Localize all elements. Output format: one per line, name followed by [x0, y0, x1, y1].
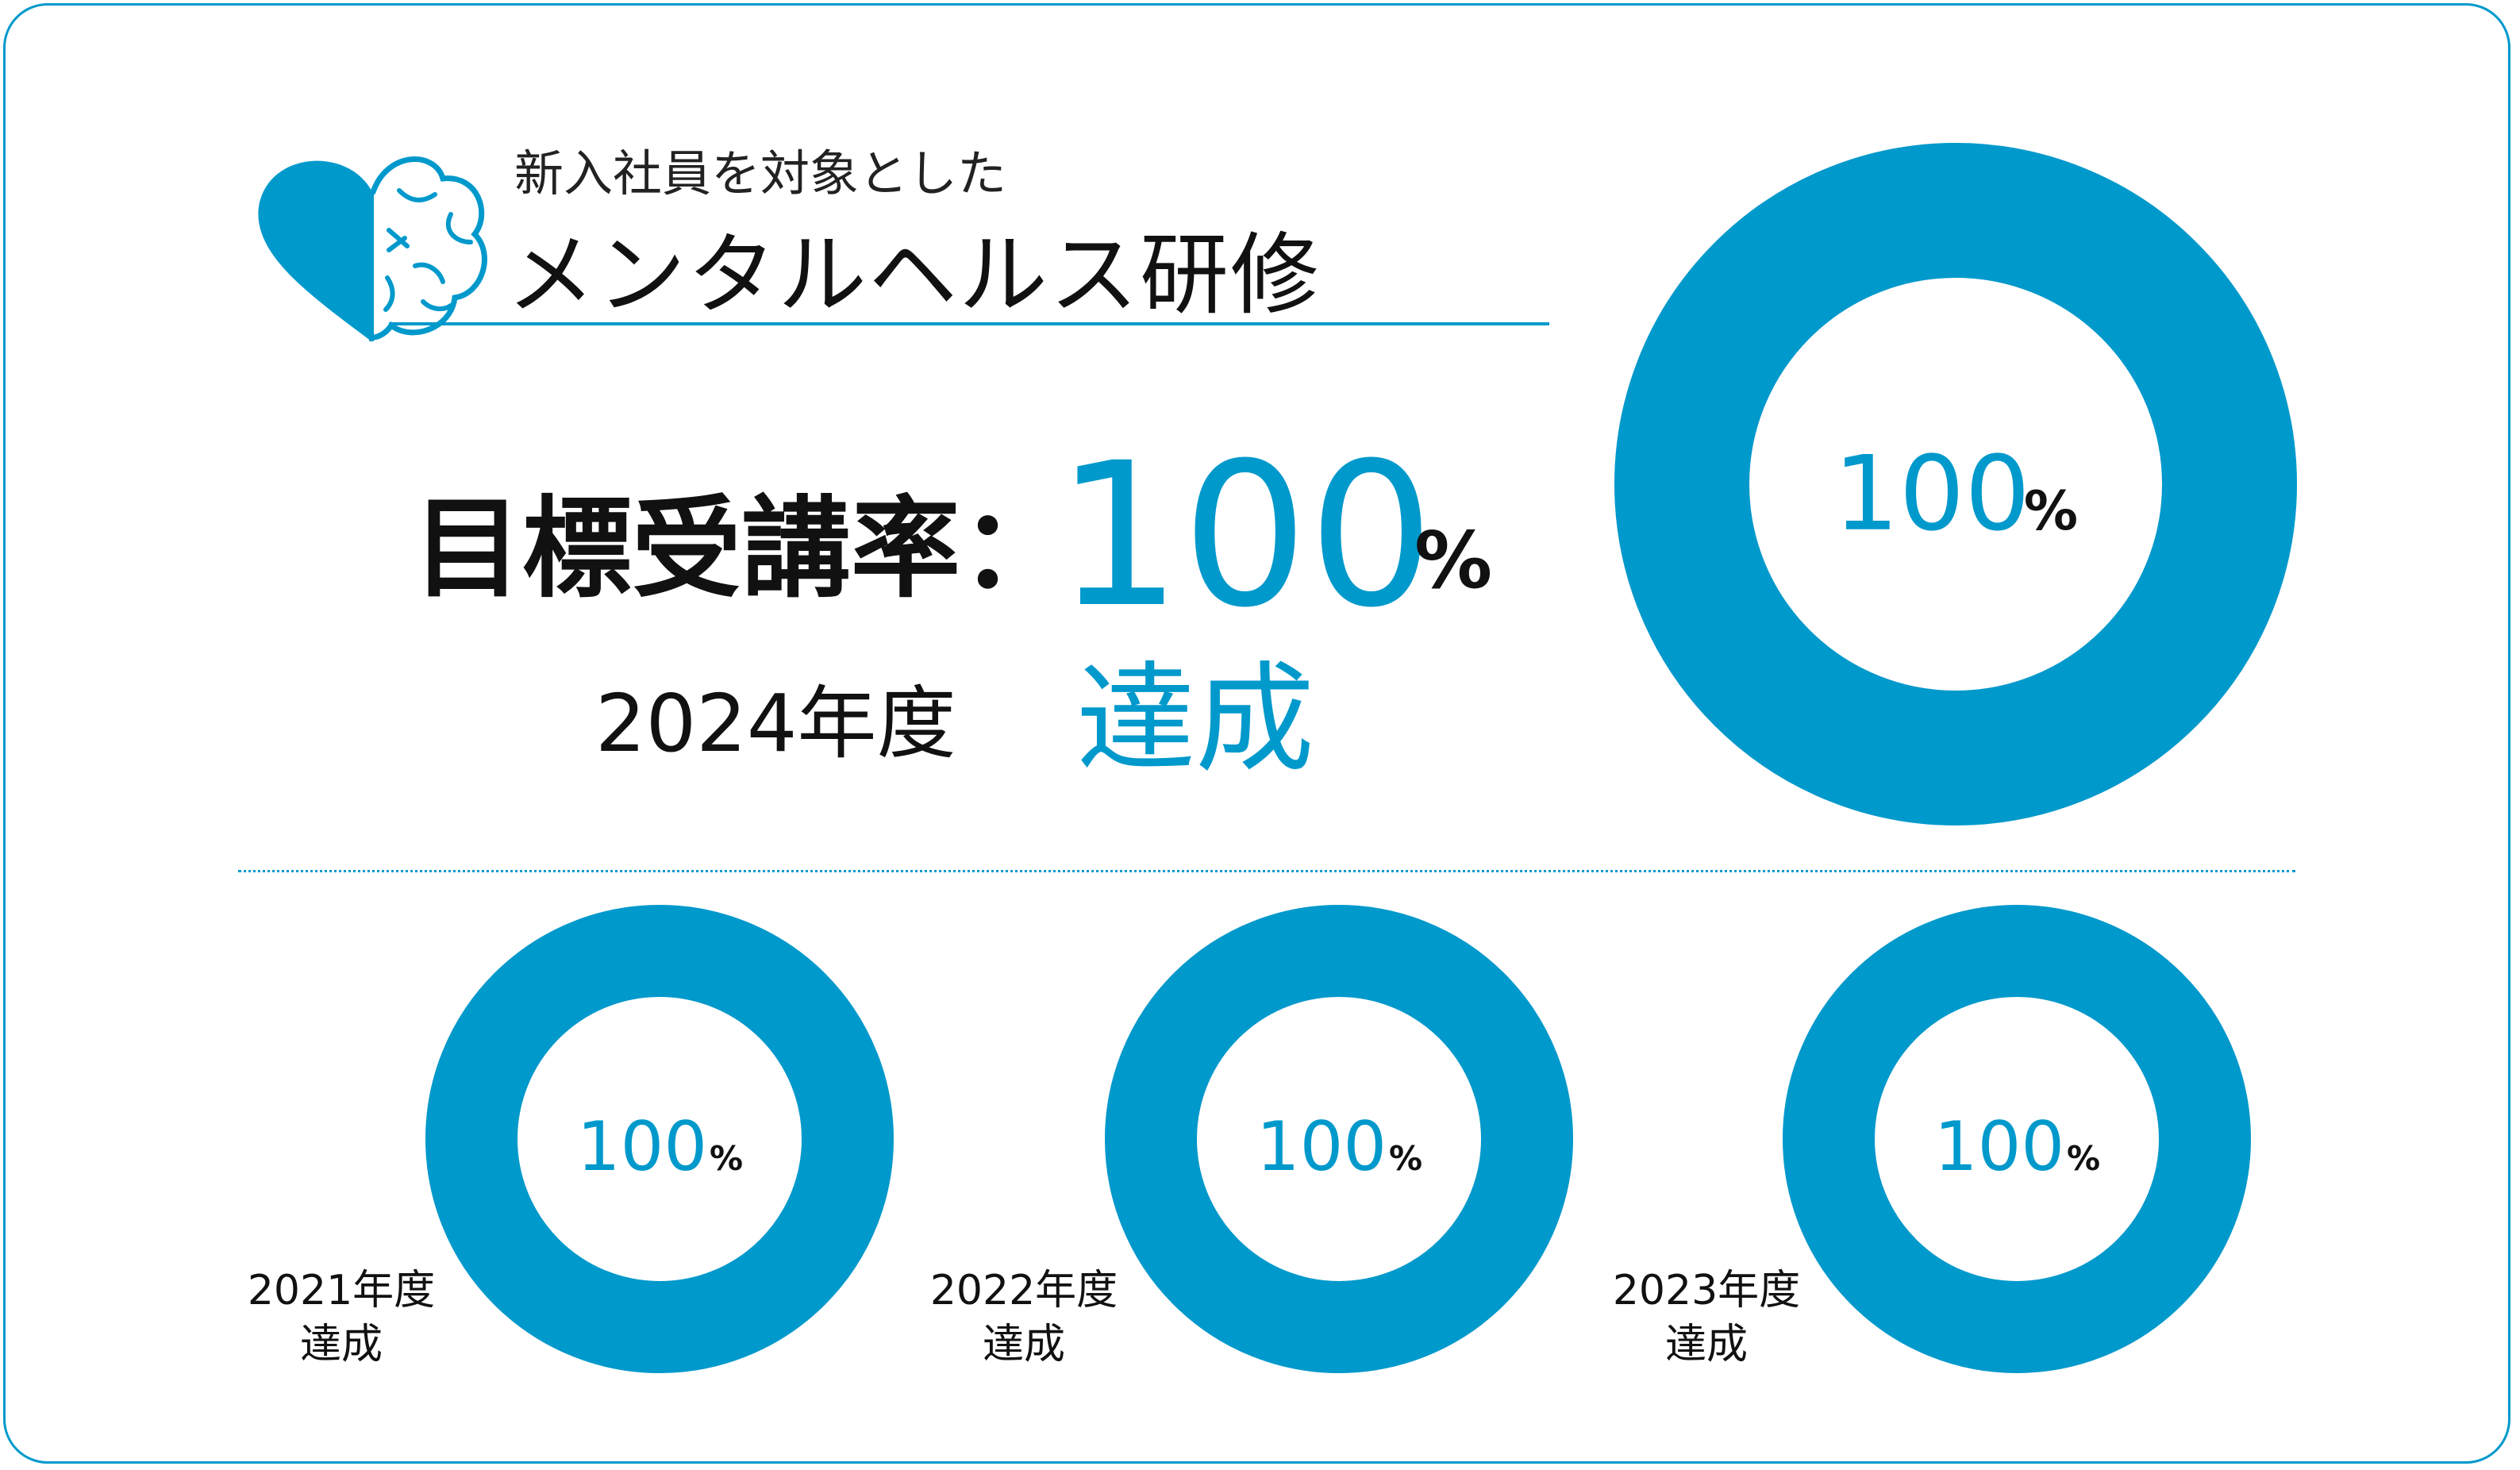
donut-center-unit: % [2067, 1139, 2100, 1178]
target-rate-label: 目標受講率： [413, 485, 1071, 613]
donut-center-value: 100 [1833, 433, 2030, 554]
donut-chart-2024: 100% [1614, 143, 2297, 825]
target-rate-unit: % [1414, 516, 1493, 606]
donut-center-unit: % [2024, 480, 2078, 543]
donut-slice [1783, 905, 2251, 1373]
donut-slice [1105, 905, 1573, 1373]
infographic-card [3, 3, 2510, 1464]
donut-slice [1614, 143, 2297, 825]
donut-slice [425, 905, 894, 1373]
donut-center-unit: % [710, 1139, 743, 1178]
donut-center-value: 100 [577, 1107, 707, 1187]
donut-chart-2021: 100% [425, 905, 894, 1373]
donut-chart-2022: 100% [1105, 905, 1573, 1373]
target-rate-value: 100 [1056, 420, 1435, 651]
title-underline [389, 322, 1549, 325]
section-divider [238, 870, 2295, 872]
donut-center-unit: % [1389, 1139, 1422, 1178]
page-title: メンタルヘルス研修 [506, 224, 1321, 327]
donut-caption-2021: 2021年度 達成 [230, 1264, 452, 1372]
caption-status: 達成 [299, 1321, 383, 1368]
caption-year: 2023年度 [1612, 1267, 1801, 1314]
caption-status: 達成 [982, 1321, 1065, 1368]
heart-brain-icon [258, 156, 487, 341]
current-year-label: 2024年度 [595, 677, 956, 770]
title-subtitle: 新入社員を対象とした [514, 144, 1007, 202]
donut-chart-2023: 100% [1783, 905, 2251, 1373]
caption-year: 2022年度 [929, 1267, 1118, 1314]
caption-status: 達成 [1664, 1321, 1748, 1368]
caption-year: 2021年度 [247, 1267, 436, 1314]
donut-center-value: 100 [1934, 1107, 2064, 1187]
current-status: 達成 [1076, 651, 1315, 789]
donut-center-value: 100 [1256, 1107, 1387, 1187]
donut-caption-2023: 2023年度 達成 [1595, 1264, 1818, 1372]
donut-caption-2022: 2022年度 達成 [913, 1264, 1135, 1372]
